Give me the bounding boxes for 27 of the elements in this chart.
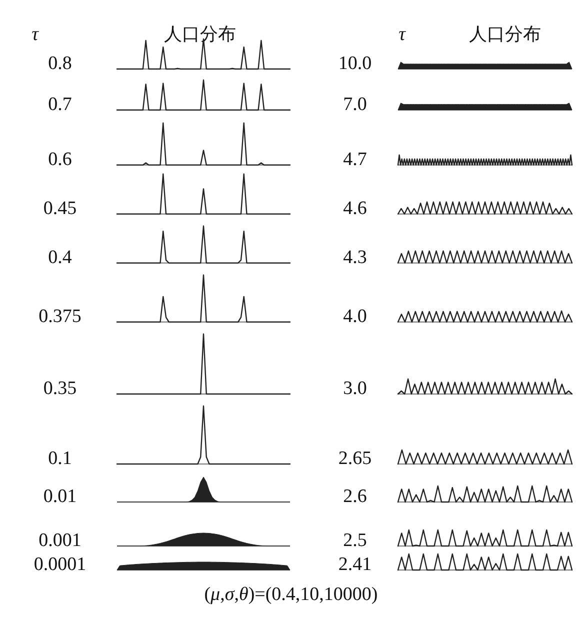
- annotation: 人口分布: [164, 24, 236, 44]
- text: (μ,σ,θ)=(0.4,10,10000): [204, 584, 378, 605]
- text: 0.375: [38, 306, 82, 327]
- text: 0.01: [43, 486, 77, 507]
- text: τ: [398, 24, 407, 45]
- text: 人口分布: [469, 24, 541, 44]
- chart-title: 2.6: [343, 486, 367, 507]
- text: τ: [32, 24, 40, 45]
- chart-title: 2.41: [338, 554, 372, 575]
- chart-title: 2.65: [338, 448, 372, 469]
- text: 0.1: [48, 448, 72, 469]
- chart-title: 3.0: [343, 378, 367, 399]
- text: 0.35: [43, 378, 77, 399]
- text: 0.7: [48, 94, 72, 115]
- chart-title: 4.6: [343, 198, 367, 219]
- text: 0.6: [48, 149, 72, 170]
- chart-title: 0.001: [38, 530, 82, 551]
- chart-title: 7.0: [343, 94, 367, 115]
- chart-title: 10.0: [338, 53, 372, 74]
- chart-title: 2.5: [343, 530, 367, 551]
- text: 0.45: [43, 198, 77, 219]
- text: 0.8: [48, 53, 72, 74]
- chart-title: 4.3: [343, 247, 367, 268]
- text: 0.4: [48, 247, 72, 268]
- chart-title: 4.7: [343, 149, 367, 170]
- chart-title: 0.0001: [34, 554, 86, 575]
- chart-title: 4.0: [343, 306, 367, 327]
